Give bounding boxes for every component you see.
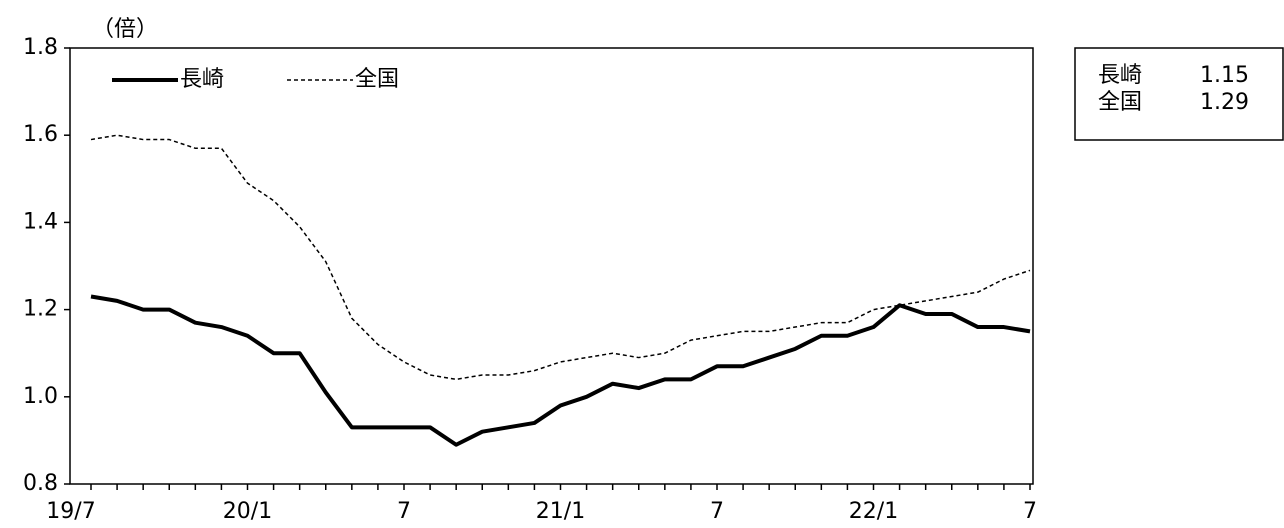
summary-name: 長崎	[1098, 63, 1142, 88]
y-tick-label: 1.2	[23, 297, 58, 322]
series-line	[90, 134, 1031, 381]
x-tick-label: 19/7	[46, 499, 95, 524]
plot-frame	[69, 47, 1034, 485]
summary-value: 1.29	[1200, 90, 1249, 115]
series-line	[90, 294, 1031, 447]
summary-name: 全国	[1098, 90, 1142, 115]
summary-box	[1074, 47, 1284, 141]
x-tick-label: 7	[397, 499, 411, 524]
y-tick-label: 0.8	[23, 471, 58, 496]
unit-label: （倍）	[92, 17, 158, 42]
y-tick-label: 1.6	[23, 122, 58, 147]
summary-value: 1.15	[1200, 63, 1249, 88]
y-tick-label: 1.0	[23, 384, 58, 409]
legend-label: 全国	[355, 67, 399, 92]
y-tick-label: 1.4	[23, 209, 58, 234]
x-tick-label: 21/1	[536, 499, 585, 524]
y-tick-label: 1.8	[23, 35, 58, 60]
x-tick-label: 7	[1023, 499, 1037, 524]
x-tick-label: 22/1	[849, 499, 898, 524]
x-tick-label: 20/1	[223, 499, 272, 524]
legend-label: 長崎	[180, 67, 224, 92]
x-tick-label: 7	[710, 499, 724, 524]
